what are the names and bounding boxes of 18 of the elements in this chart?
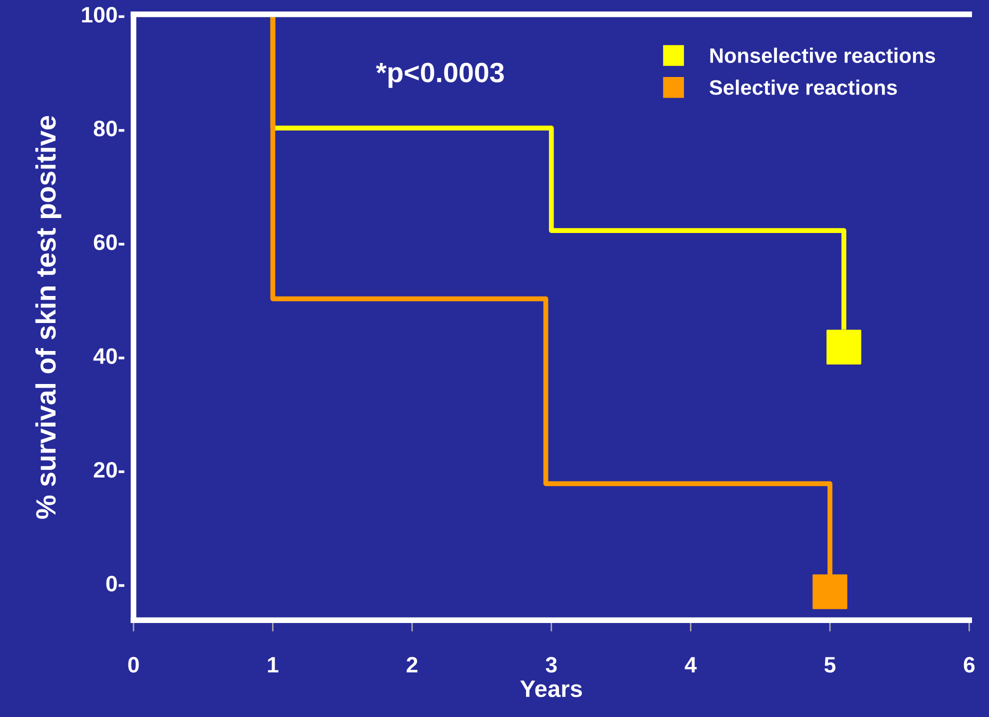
y-axis-title: % survival of skin test positive bbox=[35, 116, 62, 519]
y-tick-label: 0- bbox=[106, 576, 124, 592]
x-tick-label: 5 bbox=[824, 657, 836, 673]
legend-label: Selective reactions bbox=[710, 80, 897, 95]
x-tick-label: 4 bbox=[684, 657, 697, 672]
annotation: *p<0.0003 bbox=[376, 62, 504, 88]
x-axis-title: Years bbox=[520, 680, 582, 698]
x-tick-label: 2 bbox=[406, 656, 418, 672]
y-tick-label: 80- bbox=[94, 120, 124, 136]
y-tick-label: 100- bbox=[82, 6, 124, 23]
legend-label: Nonselective reactions bbox=[710, 48, 936, 63]
x-tick-label: 6 bbox=[964, 656, 975, 673]
x-tick-label: 3 bbox=[546, 656, 557, 673]
y-tick-label: 20- bbox=[94, 462, 124, 478]
x-tick-label: 0 bbox=[128, 656, 139, 673]
x-tick-label: 1 bbox=[268, 657, 278, 672]
y-tick-label: 40- bbox=[93, 348, 124, 364]
y-tick-label: 60- bbox=[94, 234, 124, 250]
